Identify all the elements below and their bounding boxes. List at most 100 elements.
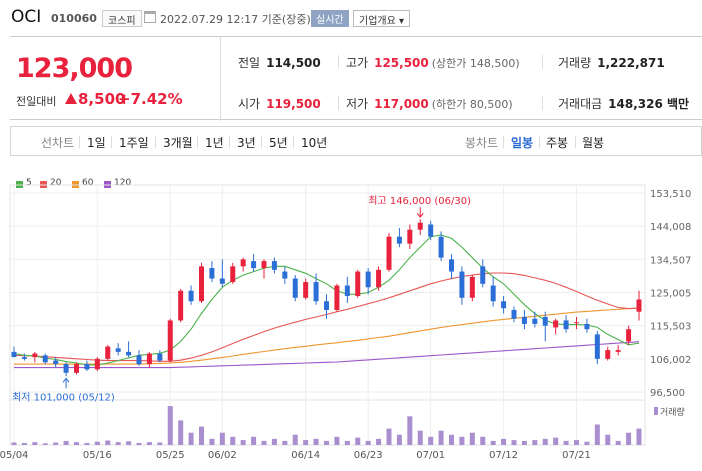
cell-divider: [338, 96, 339, 110]
low-cell: 저가 117,000 (하한가 80,500): [346, 95, 513, 112]
volume-label: 거래량: [558, 56, 592, 70]
y-tick-label: 144,008: [650, 222, 691, 233]
candle-body: [428, 224, 434, 237]
toolbar-divider: [197, 136, 198, 148]
candle-body: [74, 364, 79, 373]
volume-label: 거래량: [660, 406, 685, 418]
candle-body: [42, 355, 48, 363]
toolbar-divider: [539, 136, 540, 148]
volume-bar: [521, 440, 527, 445]
volume-bar: [594, 424, 600, 445]
volume-bar: [563, 440, 569, 445]
high-label: 고가: [346, 56, 369, 70]
ma120-line: [14, 341, 640, 369]
period-10y[interactable]: 10년: [301, 136, 328, 150]
candle-body: [355, 271, 361, 297]
toolbar-divider: [229, 136, 230, 148]
change-value: 8,500: [78, 90, 126, 108]
cell-divider: [338, 55, 339, 69]
candle-body: [303, 282, 309, 298]
volume-bar: [303, 440, 309, 445]
lower-limit: (하한가 80,500): [431, 98, 513, 111]
volume-bar: [490, 440, 496, 445]
low-marker-arrow: [62, 377, 70, 383]
candle-body: [292, 278, 298, 298]
low-label: 저가: [346, 97, 369, 111]
x-tick-label: 07/21: [562, 450, 591, 461]
volume-bar: [146, 442, 152, 445]
x-tick-label: 06/23: [354, 450, 383, 461]
volume-bar: [386, 428, 392, 445]
high-cell: 고가 125,500 (상한가 148,500): [346, 54, 520, 71]
toolbar-divider: [261, 136, 262, 148]
candle-daily[interactable]: 일봉: [511, 136, 534, 150]
period-1w[interactable]: 1주일: [119, 136, 149, 150]
period-5y[interactable]: 5년: [269, 136, 288, 150]
candle-body: [136, 355, 142, 365]
candle-body: [199, 266, 204, 302]
candle-body: [230, 266, 236, 283]
candle-body: [469, 276, 475, 298]
volume-bar: [396, 434, 402, 445]
volume-bar: [292, 434, 298, 445]
volume-bar: [438, 430, 444, 445]
toolbar-divider: [111, 136, 112, 148]
candle-weekly[interactable]: 주봉: [546, 136, 569, 150]
candle-body: [53, 360, 59, 365]
high-annotation: 최고 146,000 (06/30): [368, 195, 471, 207]
volume-bar: [282, 440, 288, 445]
candle-body: [146, 353, 152, 365]
company-info-dropdown[interactable]: 기업개요 ▾: [353, 10, 411, 27]
candle-body: [407, 229, 413, 244]
period-1y[interactable]: 1년: [205, 136, 224, 150]
volume-bar: [428, 436, 434, 445]
period-3m[interactable]: 3개월: [163, 136, 193, 150]
candle-body: [490, 285, 496, 302]
candle-body: [511, 309, 517, 319]
candle-monthly[interactable]: 월봉: [582, 136, 605, 150]
candle-chart-label: 봉차트: [465, 136, 499, 150]
candle-body: [188, 290, 194, 302]
candle-body: [365, 271, 371, 288]
period-1d[interactable]: 1일: [87, 136, 106, 150]
volume-bar: [63, 440, 69, 445]
prev-close-cell: 전일 114,500: [238, 54, 321, 71]
y-tick-label: 96,500: [650, 388, 685, 399]
toolbar-divider: [155, 136, 156, 148]
x-tick-label: 05/25: [156, 450, 185, 461]
candle-body: [126, 351, 132, 356]
x-tick-label: 07/01: [416, 450, 445, 461]
legend-ma120: 120: [114, 178, 132, 188]
cell-divider: [542, 96, 543, 110]
volume-bar: [199, 426, 204, 445]
volume-plot-frame: [9, 399, 646, 446]
volume-bar: [376, 438, 382, 445]
volume-bar: [501, 438, 507, 445]
candle-body: [563, 320, 569, 330]
period-3y[interactable]: 3년: [237, 136, 256, 150]
candle-body: [417, 222, 423, 230]
candle-body: [209, 268, 215, 279]
candle-body: [626, 329, 632, 342]
volume-bar: [11, 442, 17, 445]
candle-body: [480, 266, 486, 284]
candle-body: [21, 357, 27, 359]
volume-bar: [584, 441, 590, 445]
stock-header: OCI 010060 코스피 2022.07.29 12:17 기준(장중) 실…: [0, 0, 702, 36]
x-tick-label: 06/14: [291, 450, 320, 461]
volume-bar: [157, 442, 163, 445]
x-tick-label: 05/16: [83, 450, 112, 461]
volume-value: 1,222,871: [597, 56, 665, 70]
x-tick-label: 06/02: [208, 450, 237, 461]
realtime-button[interactable]: 실시간: [311, 10, 349, 27]
candle-body: [532, 318, 538, 324]
calendar-icon: [144, 11, 156, 23]
candle-body: [449, 259, 454, 272]
candle-body: [501, 301, 507, 309]
candle-body: [615, 350, 621, 352]
volume-bar: [136, 442, 142, 445]
candle-body: [84, 364, 90, 370]
toolbar-divider: [575, 136, 576, 148]
amount-value: 148,326 백만: [608, 97, 690, 111]
